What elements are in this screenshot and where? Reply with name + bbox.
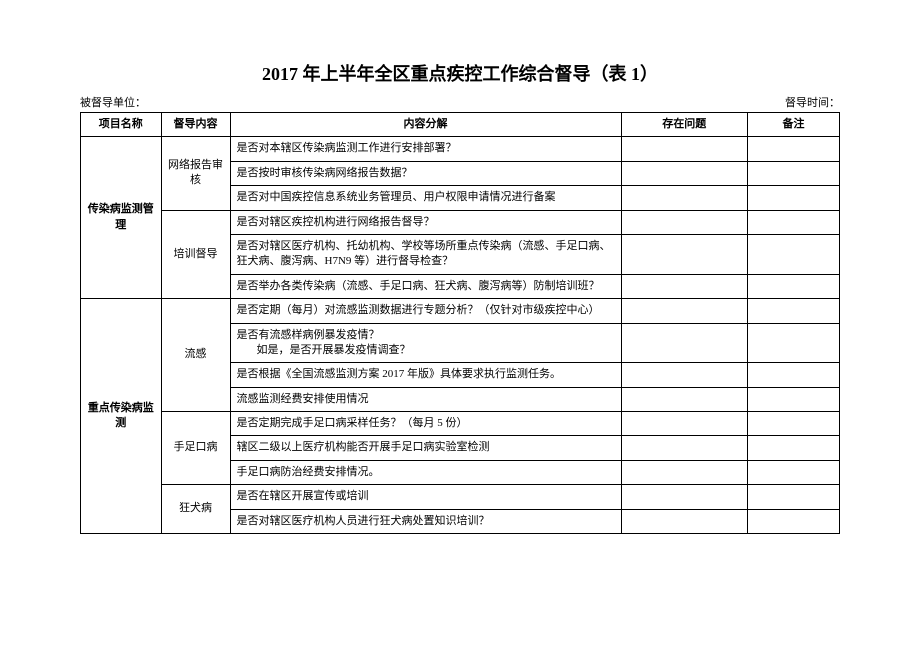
detail-cell: 是否有流感样病例暴发疫情？ 如是，是否开展暴发疫情调查？ — [230, 323, 621, 363]
problem-cell — [621, 186, 748, 210]
remark-cell — [748, 485, 840, 509]
detail-cell: 是否举办各类传染病（流感、手足口病、狂犬病、腹泻病等）防制培训班？ — [230, 274, 621, 298]
problem-cell — [621, 299, 748, 323]
remark-cell — [748, 186, 840, 210]
remark-cell — [748, 210, 840, 234]
detail-cell: 是否根据《全国流感监测方案 2017 年版》具体要求执行监测任务。 — [230, 363, 621, 387]
problem-cell — [621, 234, 748, 274]
problem-cell — [621, 137, 748, 161]
problem-cell — [621, 412, 748, 436]
problem-cell — [621, 210, 748, 234]
sub-name-1-1: 网络报告审核 — [161, 137, 230, 210]
remark-cell — [748, 161, 840, 185]
col-header-detail: 内容分解 — [230, 113, 621, 137]
problem-cell — [621, 436, 748, 460]
supervision-table: 项目名称 督导内容 内容分解 存在问题 备注 传染病监测管理 网络报告审核 是否… — [80, 112, 840, 534]
sub-name-2-2: 手足口病 — [161, 412, 230, 485]
table-row: 手足口病 是否定期完成手足口病采样任务？（每月 5 份） — [81, 412, 840, 436]
detail-cell: 辖区二级以上医疗机构能否开展手足口病实验室检测 — [230, 436, 621, 460]
problem-cell — [621, 460, 748, 484]
detail-text-indent: 如是，是否开展暴发疫情调查？ — [237, 344, 411, 356]
problem-cell — [621, 274, 748, 298]
remark-cell — [748, 137, 840, 161]
sub-name-2-3: 狂犬病 — [161, 485, 230, 534]
sub-name-2-1: 流感 — [161, 299, 230, 412]
detail-cell: 是否对中国疾控信息系统业务管理员、用户权限申请情况进行备案 — [230, 186, 621, 210]
header-row: 被督导单位： 督导时间： — [80, 94, 840, 110]
sub-name-1-2: 培训督导 — [161, 210, 230, 299]
remark-cell — [748, 274, 840, 298]
detail-cell: 手足口病防治经费安排情况。 — [230, 460, 621, 484]
table-row: 传染病监测管理 网络报告审核 是否对本辖区传染病监测工作进行安排部署？ — [81, 137, 840, 161]
remark-cell — [748, 363, 840, 387]
remark-cell — [748, 509, 840, 533]
detail-cell: 是否在辖区开展宣传或培训 — [230, 485, 621, 509]
remark-cell — [748, 436, 840, 460]
problem-cell — [621, 323, 748, 363]
col-header-remark: 备注 — [748, 113, 840, 137]
detail-cell: 是否定期完成手足口病采样任务？（每月 5 份） — [230, 412, 621, 436]
remark-cell — [748, 323, 840, 363]
detail-cell: 是否按时审核传染病网络报告数据？ — [230, 161, 621, 185]
table-row: 培训督导 是否对辖区疾控机构进行网络报告督导？ — [81, 210, 840, 234]
proj-name-2: 重点传染病监测 — [81, 299, 162, 534]
page-title: 2017 年上半年全区重点疾控工作综合督导（表 1） — [80, 60, 840, 86]
detail-cell: 是否定期（每月）对流感监测数据进行专题分析？（仅针对市级疾控中心） — [230, 299, 621, 323]
remark-cell — [748, 387, 840, 411]
proj-name-1: 传染病监测管理 — [81, 137, 162, 299]
detail-cell: 是否对辖区疾控机构进行网络报告督导？ — [230, 210, 621, 234]
detail-text: 是否有流感样病例暴发疫情？ — [237, 329, 380, 341]
col-header-sub: 督导内容 — [161, 113, 230, 137]
table-row: 狂犬病 是否在辖区开展宣传或培训 — [81, 485, 840, 509]
problem-cell — [621, 509, 748, 533]
table-header-row: 项目名称 督导内容 内容分解 存在问题 备注 — [81, 113, 840, 137]
detail-cell: 是否对本辖区传染病监测工作进行安排部署？ — [230, 137, 621, 161]
remark-cell — [748, 412, 840, 436]
table-row: 重点传染病监测 流感 是否定期（每月）对流感监测数据进行专题分析？（仅针对市级疾… — [81, 299, 840, 323]
detail-cell: 是否对辖区医疗机构、托幼机构、学校等场所重点传染病（流感、手足口病、狂犬病、腹泻… — [230, 234, 621, 274]
detail-cell: 流感监测经费安排使用情况 — [230, 387, 621, 411]
remark-cell — [748, 234, 840, 274]
problem-cell — [621, 363, 748, 387]
problem-cell — [621, 485, 748, 509]
remark-cell — [748, 299, 840, 323]
supervised-unit-label: 被督导单位： — [80, 94, 146, 110]
problem-cell — [621, 161, 748, 185]
supervise-time-label: 督导时间： — [785, 94, 840, 110]
detail-cell: 是否对辖区医疗机构人员进行狂犬病处置知识培训？ — [230, 509, 621, 533]
remark-cell — [748, 460, 840, 484]
col-header-problem: 存在问题 — [621, 113, 748, 137]
col-header-proj: 项目名称 — [81, 113, 162, 137]
problem-cell — [621, 387, 748, 411]
